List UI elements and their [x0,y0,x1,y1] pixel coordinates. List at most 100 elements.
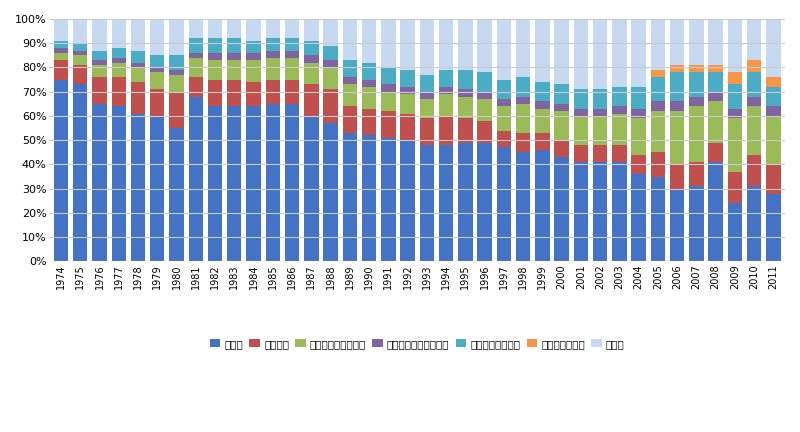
Bar [670,72,684,102]
Bar [497,130,511,147]
Bar [478,143,492,261]
Bar [612,19,626,87]
Bar [593,109,607,116]
Bar [478,72,492,92]
Bar [323,67,338,89]
Bar [709,162,723,261]
Bar [323,19,338,46]
Bar [246,82,261,106]
Bar [246,60,261,82]
Bar [266,19,280,38]
Bar [593,162,607,261]
Bar [227,79,242,106]
Bar [111,58,126,63]
Bar [208,106,222,261]
Bar [92,60,106,65]
Bar [285,51,299,58]
Bar [439,94,454,116]
Bar [458,118,473,143]
Bar [54,60,68,79]
Bar [554,85,569,104]
Bar [439,19,454,70]
Bar [420,145,434,261]
Bar [362,79,376,87]
Bar [246,41,261,53]
Bar [130,82,146,114]
Bar [170,55,184,70]
Bar [362,19,376,63]
Bar [208,60,222,79]
Bar [246,106,261,261]
Bar [170,75,184,92]
Bar [381,67,395,85]
Bar [92,51,106,60]
Bar [420,19,434,75]
Bar [420,92,434,99]
Bar [381,92,395,111]
Bar [130,114,146,261]
Bar [535,102,550,109]
Bar [400,140,414,261]
Bar [111,63,126,77]
Bar [150,55,165,67]
Bar [130,63,146,67]
Legend: 原子力, 化石燃料, 再生可能エネルギー, その他電力関連・貓蔵, エネルギー効率化, 水素・燃料電池, その他: 原子力, 化石燃料, 再生可能エネルギー, その他電力関連・貓蔵, エネルギー効… [206,334,629,353]
Bar [73,51,87,55]
Bar [535,109,550,133]
Bar [362,63,376,79]
Bar [304,19,318,41]
Bar [650,19,665,70]
Bar [689,65,704,72]
Bar [766,106,781,116]
Bar [650,70,665,77]
Bar [497,79,511,99]
Bar [689,97,704,106]
Bar [285,79,299,104]
Bar [189,77,203,97]
Bar [670,19,684,65]
Bar [170,70,184,75]
Bar [400,70,414,87]
Bar [208,19,222,38]
Bar [400,87,414,94]
Bar [381,19,395,67]
Bar [612,162,626,261]
Bar [130,67,146,82]
Bar [766,165,781,194]
Bar [516,77,530,97]
Bar [728,118,742,172]
Bar [478,121,492,143]
Bar [574,109,588,116]
Bar [516,133,530,152]
Bar [73,43,87,51]
Bar [478,92,492,99]
Bar [728,172,742,203]
Bar [497,99,511,106]
Bar [689,186,704,261]
Bar [246,19,261,41]
Bar [631,174,646,261]
Bar [670,102,684,111]
Bar [766,194,781,261]
Bar [189,58,203,77]
Bar [323,60,338,67]
Bar [574,19,588,89]
Bar [439,116,454,145]
Bar [554,157,569,261]
Bar [747,72,762,97]
Bar [631,118,646,155]
Bar [170,19,184,55]
Bar [111,48,126,58]
Bar [285,104,299,261]
Bar [189,19,203,38]
Bar [208,79,222,106]
Bar [554,140,569,157]
Bar [612,114,626,145]
Bar [554,104,569,111]
Bar [362,135,376,261]
Bar [631,87,646,109]
Bar [439,145,454,261]
Bar [497,19,511,79]
Bar [208,53,222,60]
Bar [342,77,357,85]
